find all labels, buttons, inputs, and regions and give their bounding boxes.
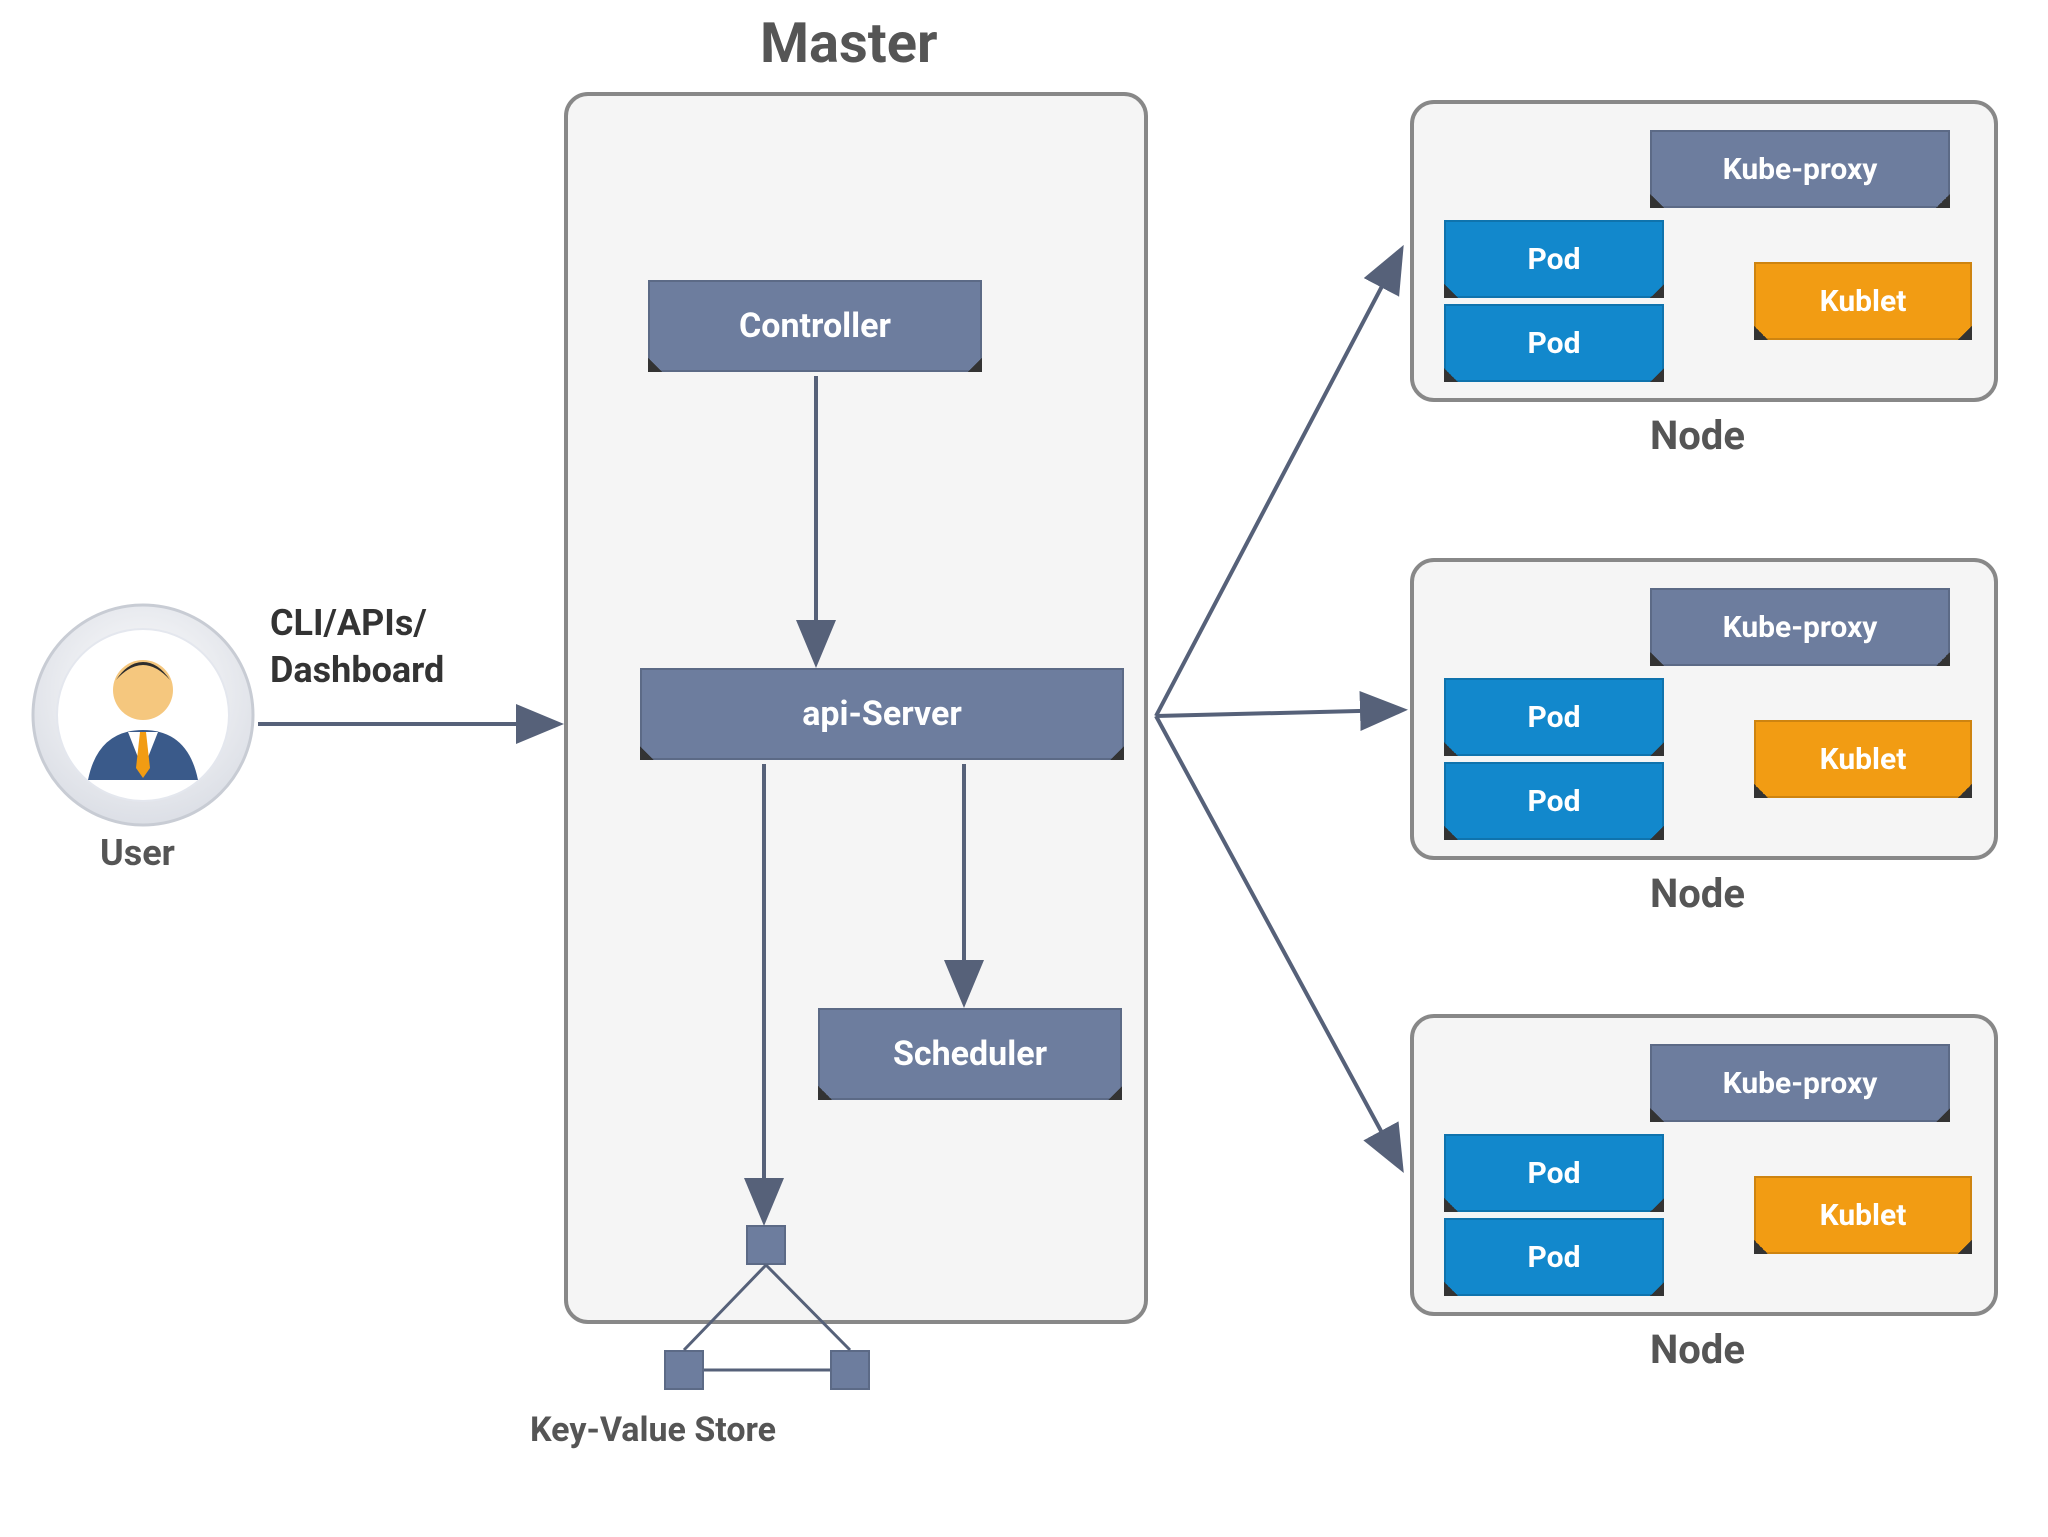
kube-proxy-box: Kube-proxy [1650,130,1950,208]
pod-label: Pod [1528,1156,1581,1191]
pod-label: Pod [1528,242,1581,277]
kublet-label: Kublet [1820,1198,1907,1233]
node-panel-1: Kube-proxy Pod Pod Kublet [1410,100,1998,402]
node-title-1: Node [1650,412,1745,459]
kvs-top-square [746,1225,786,1265]
kublet-box: Kublet [1754,720,1972,798]
kube-proxy-label: Kube-proxy [1723,152,1878,187]
fold-icon [1650,826,1664,840]
scheduler-box: Scheduler [818,1008,1122,1100]
fold-icon [1650,368,1664,382]
kube-proxy-box: Kube-proxy [1650,588,1950,666]
fold-icon [1958,784,1972,798]
kube-proxy-label: Kube-proxy [1723,1066,1878,1101]
user-icon [28,600,258,834]
cli-apis-label: CLI/APIs/ Dashboard [270,600,444,694]
node-title-3: Node [1650,1326,1745,1373]
fold-icon [1754,326,1768,340]
pod-label: Pod [1528,1240,1581,1275]
user-label: User [100,832,175,874]
pod-label: Pod [1528,700,1581,735]
kublet-box: Kublet [1754,1176,1972,1254]
fold-icon [1444,368,1458,382]
node-panel-3: Kube-proxy Pod Pod Kublet [1410,1014,1998,1316]
fold-icon [1650,652,1664,666]
fold-icon [1110,746,1124,760]
fold-icon [648,358,662,372]
fold-icon [1444,1282,1458,1296]
fold-icon [1650,284,1664,298]
scheduler-label: Scheduler [893,1034,1047,1074]
fold-icon [1754,1240,1768,1254]
pod-box: Pod [1444,1218,1664,1296]
diagram-canvas: Master Controller api-Server Scheduler K… [0,0,2048,1537]
fold-icon [640,746,654,760]
fold-icon [968,358,982,372]
cli-line2: Dashboard [270,649,444,691]
pod-box: Pod [1444,1134,1664,1212]
fold-icon [1754,784,1768,798]
fold-icon [1958,326,1972,340]
pod-label: Pod [1528,784,1581,819]
controller-box: Controller [648,280,982,372]
pod-box: Pod [1444,304,1664,382]
pod-box: Pod [1444,220,1664,298]
kvs-label: Key-Value Store [530,1410,776,1450]
pod-box: Pod [1444,762,1664,840]
pod-label: Pod [1528,326,1581,361]
fold-icon [1650,742,1664,756]
api-server-label: api-Server [802,694,962,734]
cli-line1: CLI/APIs/ [270,602,427,644]
kublet-label: Kublet [1820,284,1907,319]
fold-icon [1936,1108,1950,1122]
node-panel-2: Kube-proxy Pod Pod Kublet [1410,558,1998,860]
fold-icon [818,1086,832,1100]
fold-icon [1958,1240,1972,1254]
kvs-right-square [830,1350,870,1390]
fold-icon [1650,1198,1664,1212]
fold-icon [1444,826,1458,840]
fold-icon [1650,194,1664,208]
fold-icon [1936,194,1950,208]
fold-icon [1444,742,1458,756]
node-title-2: Node [1650,870,1745,917]
kublet-label: Kublet [1820,742,1907,777]
api-server-box: api-Server [640,668,1124,760]
fold-icon [1650,1282,1664,1296]
controller-label: Controller [739,306,891,346]
kublet-box: Kublet [1754,262,1972,340]
kube-proxy-label: Kube-proxy [1723,610,1878,645]
master-title: Master [760,10,937,76]
fold-icon [1936,652,1950,666]
fold-icon [1650,1108,1664,1122]
pod-box: Pod [1444,678,1664,756]
kube-proxy-box: Kube-proxy [1650,1044,1950,1122]
fold-icon [1444,1198,1458,1212]
fold-icon [1108,1086,1122,1100]
fold-icon [1444,284,1458,298]
kvs-left-square [664,1350,704,1390]
